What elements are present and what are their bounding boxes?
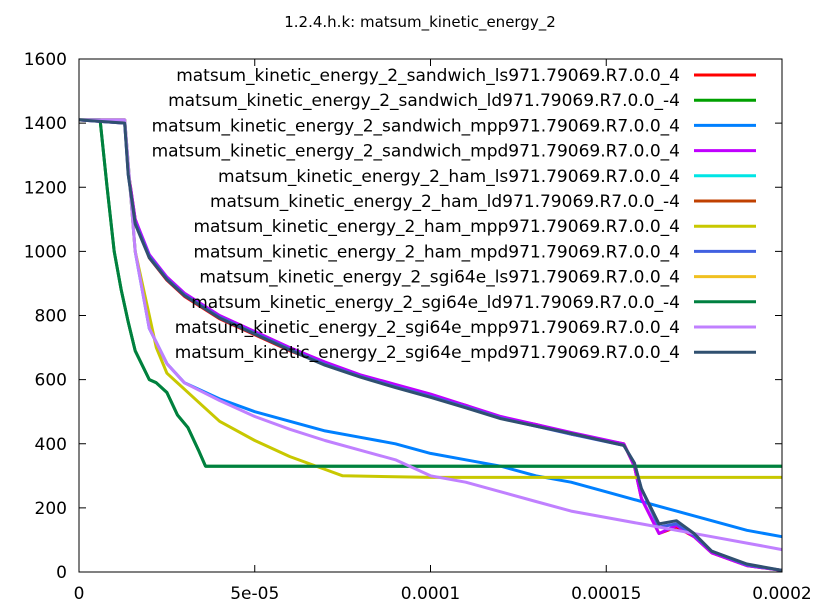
legend-entry: matsum_kinetic_energy_2_ham_ls971.79069.… — [218, 167, 756, 187]
y-tick-label: 1200 — [24, 178, 67, 198]
y-axis: 0 200 400 600 800 1000 1200 1400 1600 — [24, 50, 782, 583]
plot-area — [78, 118, 783, 572]
y-tick-label: 600 — [35, 371, 67, 391]
legend-label: matsum_kinetic_energy_2_sandwich_mpd971.… — [152, 142, 680, 162]
legend-entry: matsum_kinetic_energy_2_sandwich_mpd971.… — [152, 142, 756, 162]
y-tick-label: 1600 — [24, 50, 67, 70]
x-tick-label: 0.0001 — [401, 584, 460, 604]
chart-title: 1.2.4.h.k: matsum_kinetic_energy_2 — [284, 13, 556, 32]
legend-label: matsum_kinetic_energy_2_sandwich_ld971.7… — [168, 91, 680, 111]
legend-entry: matsum_kinetic_energy_2_sgi64e_ls971.790… — [199, 268, 756, 288]
series-line-10 — [79, 118, 783, 552]
legend-label: matsum_kinetic_energy_2_ham_mpd971.79069… — [193, 242, 680, 262]
legend-entry: matsum_kinetic_energy_2_ham_ld971.79069.… — [210, 192, 756, 212]
y-tick-label: 800 — [35, 307, 67, 327]
legend-label: matsum_kinetic_energy_2_sandwich_ls971.7… — [176, 66, 680, 86]
legend-label: matsum_kinetic_energy_2_sgi64e_ld971.790… — [191, 293, 680, 313]
legend-entry: matsum_kinetic_energy_2_sgi64e_ld971.790… — [191, 293, 756, 313]
x-tick-label: 0.0002 — [752, 584, 811, 604]
legend-label: matsum_kinetic_energy_2_ham_ld971.79069.… — [210, 192, 680, 212]
legend-entry: matsum_kinetic_energy_2_ham_mpd971.79069… — [193, 242, 756, 262]
legend-entry: matsum_kinetic_energy_2_sandwich_mpp971.… — [152, 116, 756, 136]
legend-entry: matsum_kinetic_energy_2_sandwich_ls971.7… — [176, 66, 756, 86]
legend: matsum_kinetic_energy_2_sandwich_ls971.7… — [152, 66, 756, 363]
legend-entry: matsum_kinetic_energy_2_sgi64e_mpp971.79… — [175, 318, 756, 338]
series-line-11 — [78, 118, 783, 572]
series-line-9 — [79, 118, 782, 468]
legend-label: matsum_kinetic_energy_2_sandwich_mpp971.… — [152, 116, 680, 136]
y-tick-label: 0 — [56, 563, 67, 583]
x-axis: 0 5e-05 0.0001 0.00015 0.0002 — [74, 59, 812, 604]
legend-entry: matsum_kinetic_energy_2_ham_mpp971.79069… — [193, 217, 756, 237]
legend-label: matsum_kinetic_energy_2_ham_mpp971.79069… — [193, 217, 680, 237]
legend-entry: matsum_kinetic_energy_2_sgi64e_mpd971.79… — [175, 343, 756, 363]
legend-label: matsum_kinetic_energy_2_ham_ls971.79069.… — [218, 167, 680, 187]
legend-label: matsum_kinetic_energy_2_sgi64e_mpd971.79… — [175, 343, 680, 363]
legend-entry: matsum_kinetic_energy_2_sandwich_ld971.7… — [168, 91, 756, 111]
legend-label: matsum_kinetic_energy_2_sgi64e_ls971.790… — [199, 268, 680, 288]
y-tick-label: 1000 — [24, 242, 67, 262]
y-tick-label: 400 — [35, 435, 67, 455]
y-tick-label: 200 — [35, 499, 67, 519]
legend-label: matsum_kinetic_energy_2_sgi64e_mpp971.79… — [175, 318, 680, 338]
y-tick-label: 1400 — [24, 114, 67, 134]
x-tick-label: 0 — [74, 584, 85, 604]
x-tick-label: 5e-05 — [230, 584, 279, 604]
x-tick-label: 0.00015 — [571, 584, 641, 604]
